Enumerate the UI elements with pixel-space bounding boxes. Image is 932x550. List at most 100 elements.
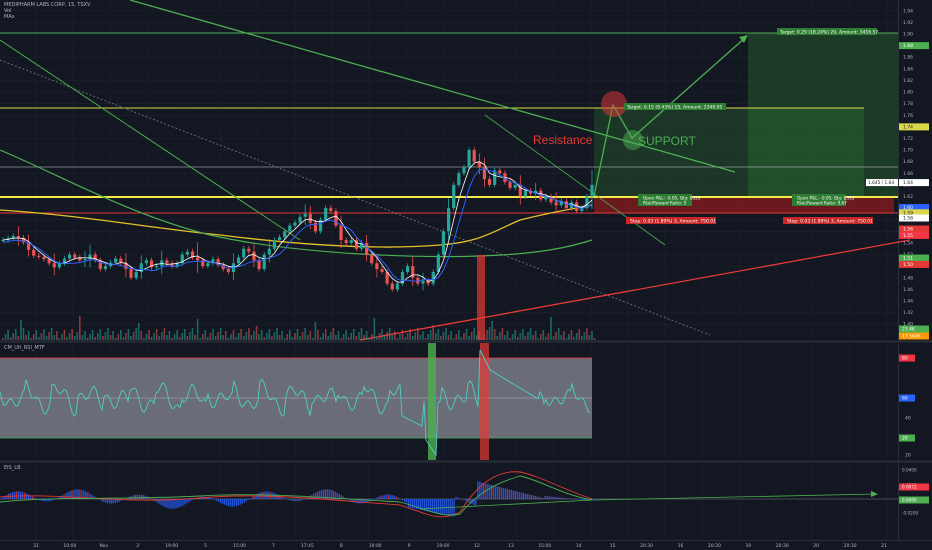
candle-body (298, 216, 302, 223)
eis-bar (21, 492, 24, 499)
price-axis[interactable]: 1.94 1.92 1.90 1.88 1.86 1.84 1.82 1.80 1.78 1.76… (866, 8, 929, 328)
time-tick: 2 (136, 543, 139, 549)
projection-arrow[interactable] (593, 36, 747, 197)
candles (1, 147, 594, 292)
volume-bar (332, 328, 335, 340)
uptrend-support-line[interactable] (359, 239, 911, 341)
eis-bar (338, 493, 340, 499)
volume-bar (381, 329, 383, 340)
support-circle[interactable] (623, 130, 643, 150)
eis-bar (170, 499, 172, 509)
eis-bar (138, 494, 140, 499)
eis-bar (207, 497, 210, 499)
volume-bar (94, 337, 96, 340)
volume-bar (340, 338, 342, 340)
volume-bar (527, 332, 529, 340)
eis-bar (287, 499, 289, 500)
volume-bar (450, 331, 452, 340)
eis-bar (223, 499, 226, 505)
candle-body (180, 254, 184, 264)
time-tick: 19:00 (437, 543, 450, 549)
profit-zone-right[interactable] (748, 33, 898, 197)
time-axis[interactable]: 31 10:00 Nov 2 19:00 5 15:00 7 17:45 8 19:00 9 19:00… (33, 543, 887, 549)
eis-pane-title[interactable]: EIS_LB (4, 465, 21, 471)
volume-bar (447, 335, 450, 340)
volume-bar (30, 338, 32, 340)
eis-bar (524, 493, 527, 499)
eis-bar (540, 497, 542, 499)
volume-bar (89, 334, 91, 340)
time-tick: 14 (576, 543, 582, 549)
eis-bar (83, 490, 85, 499)
volume-bar (529, 328, 532, 340)
volume-bar (12, 333, 15, 340)
eis-bar (87, 492, 89, 499)
volume-bar (401, 330, 404, 340)
eis-bar (356, 499, 358, 504)
eis-badge (899, 496, 929, 504)
volume-bar (473, 328, 475, 340)
open-right-label: Open P&L: -0.05, Qty: 8333 Risk/Reward Ra… (797, 196, 855, 206)
eis-divergence-line-1[interactable] (419, 499, 594, 510)
candle-body (318, 219, 323, 232)
candle-body (452, 184, 456, 209)
eis-bar (114, 499, 117, 503)
eis-bar (558, 497, 560, 499)
volume-bar (486, 330, 488, 340)
time-tick: 7 (272, 543, 275, 549)
volume-bar (58, 338, 61, 340)
eis-bar (118, 499, 121, 502)
eis-bar (443, 499, 445, 515)
volume-bar (76, 332, 79, 340)
volume-bar (150, 337, 153, 340)
eis-divergence-line-2[interactable] (593, 493, 877, 501)
volume-bar (50, 328, 53, 340)
eis-bar (538, 497, 540, 499)
time-tick: 19:00 (165, 543, 178, 549)
eis-bar (57, 497, 59, 499)
time-tick: 20 (813, 543, 819, 549)
eis-bar (483, 483, 485, 499)
volume-bar (465, 329, 468, 340)
candle-body (124, 262, 128, 270)
time-tick: 20:30 (844, 543, 857, 549)
volume-bar (394, 331, 396, 340)
time-tick: 8 (340, 543, 343, 549)
vol-legend[interactable]: Vol (4, 8, 12, 14)
volume-bar (204, 330, 207, 340)
volume-bar (335, 335, 337, 340)
dotted-trend-line[interactable] (0, 59, 711, 336)
ma-legend[interactable]: MAs (4, 14, 15, 20)
volume-bar (7, 330, 9, 340)
volume-bar (319, 337, 322, 340)
eis-bar (215, 499, 218, 501)
volume-bar (168, 331, 171, 340)
volume-bar (109, 335, 112, 340)
eis-bar (354, 499, 356, 503)
volume-bar (411, 336, 414, 340)
resistance-circle[interactable] (601, 91, 627, 117)
volume-bar (171, 338, 173, 340)
green-trend-line-2[interactable] (0, 39, 301, 241)
osc-badge (899, 354, 915, 362)
osc-axis[interactable]: 604020806020 (899, 354, 915, 459)
eis-bar (550, 496, 552, 499)
volume-bar (355, 336, 358, 340)
profit-zone-left[interactable] (594, 108, 864, 197)
eis-bar (291, 499, 293, 501)
candle-body (575, 202, 579, 212)
eis-bar (328, 489, 331, 499)
eis-bar (247, 499, 249, 500)
candle-body (206, 263, 210, 267)
osc-pane-title[interactable]: CM_Ult_RSI_MTF (4, 345, 45, 351)
volume-bar (289, 330, 291, 340)
volume-bar (296, 329, 299, 340)
volume-bar (445, 328, 447, 340)
time-tick: 19:00 (369, 543, 382, 549)
eis-bar (498, 487, 501, 499)
eis-bar (253, 495, 255, 499)
volume-bar (45, 336, 48, 340)
candle-body (441, 231, 446, 255)
